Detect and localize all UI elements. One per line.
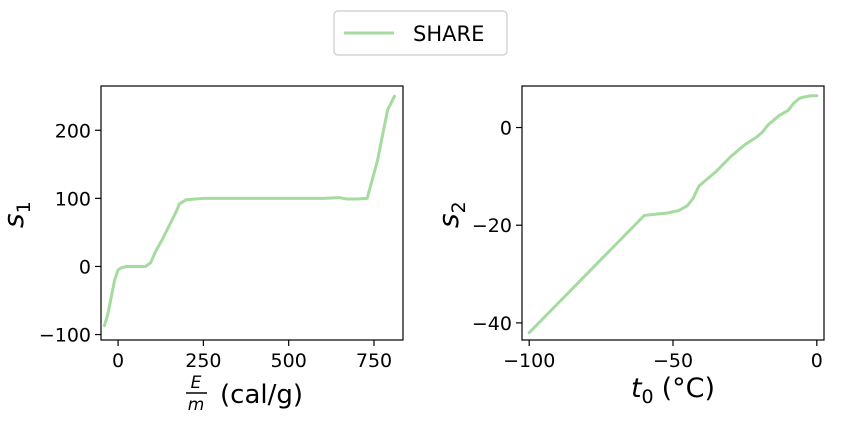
right-y-axis-label-base: s bbox=[432, 213, 465, 228]
left-x-axis-label: E m (cal/g) bbox=[186, 373, 303, 415]
right-y-ticks: −40 −20 0 bbox=[472, 118, 522, 335]
legend-label: SHARE bbox=[413, 22, 484, 46]
legend: SHARE bbox=[333, 10, 508, 56]
right-y-tick-label: 0 bbox=[500, 118, 512, 140]
right-x-ticks: −100 −50 0 bbox=[503, 340, 823, 372]
right-x-axis-label-base: t bbox=[631, 373, 643, 404]
left-y-tick-label: 200 bbox=[55, 120, 91, 142]
left-y-axis-label: s1 bbox=[0, 201, 35, 228]
right-x-tick-label: 0 bbox=[811, 350, 823, 372]
left-x-axis-label-denominator: m bbox=[188, 395, 205, 415]
right-x-axis-label-sub: 0 bbox=[642, 386, 654, 408]
left-y-axis-label-sub: 1 bbox=[13, 201, 35, 213]
right-y-tick-label: −20 bbox=[472, 215, 512, 237]
right-y-axis-label: s2 bbox=[432, 201, 470, 228]
left-x-ticks: 0 250 500 750 bbox=[112, 340, 392, 372]
left-x-axis-label-unit: (cal/g) bbox=[220, 380, 303, 410]
right-chart-panel: −100 −50 0 −40−200 s2 t0 (°C) bbox=[432, 85, 825, 408]
right-y-tick-label: −40 bbox=[472, 313, 512, 335]
left-x-axis-label-numerator: E bbox=[191, 373, 202, 393]
right-x-axis-label-unit: (°C) bbox=[662, 373, 715, 404]
left-y-ticks: −100 0 100 200 bbox=[39, 120, 101, 347]
left-series-line bbox=[102, 94, 396, 328]
left-axes-frame bbox=[100, 85, 404, 341]
right-x-tick-label: −50 bbox=[653, 350, 693, 372]
right-y-axis-label-sub: 2 bbox=[448, 201, 470, 213]
left-x-tick-label: 0 bbox=[112, 350, 124, 372]
left-chart-panel: 0 250 500 750 −100 0 100 200 s1 E m (cal/g) bbox=[0, 85, 404, 415]
left-x-tick-label: 750 bbox=[356, 350, 392, 372]
left-y-axis-label-base: s bbox=[0, 213, 30, 228]
left-x-tick-label: 250 bbox=[185, 350, 221, 372]
right-x-tick-label: −100 bbox=[503, 350, 555, 372]
left-y-tick-label: −100 bbox=[39, 325, 91, 347]
legend-box bbox=[333, 10, 508, 56]
left-y-tick-label: 100 bbox=[55, 188, 91, 210]
right-series-line bbox=[527, 94, 819, 335]
left-x-tick-label: 500 bbox=[271, 350, 307, 372]
right-x-axis-label: t0 (°C) bbox=[631, 373, 715, 408]
left-y-tick-label: 0 bbox=[79, 256, 91, 278]
